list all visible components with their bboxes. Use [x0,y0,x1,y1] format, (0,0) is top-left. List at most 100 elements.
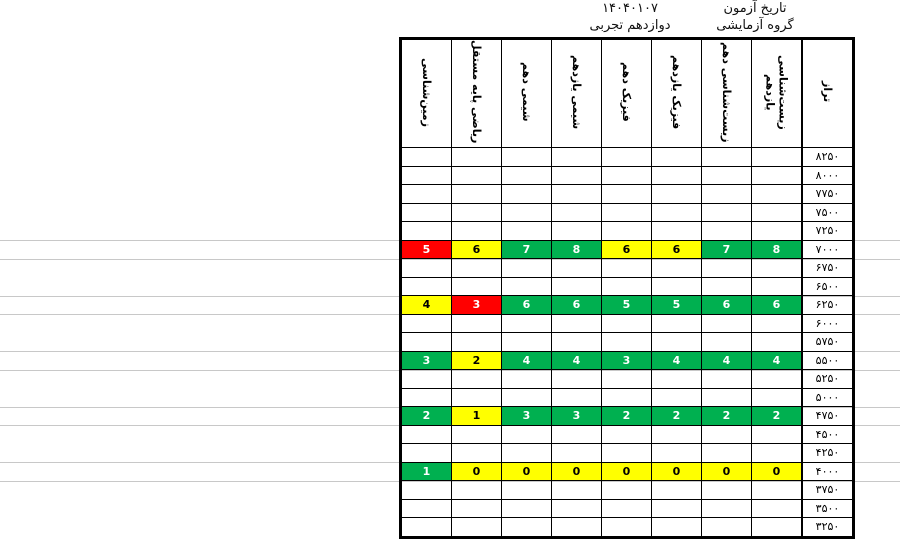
score-cell [701,184,752,204]
score-cell: 3 [501,406,552,426]
score-cell [651,498,702,518]
score-cell [501,165,552,185]
score-cell [701,258,752,278]
taraz-cell: ۴۰۰۰ [801,461,854,481]
score-cell [751,480,803,500]
score-cell [451,480,502,500]
score-cell [601,369,652,389]
column-header-label: تراز [821,81,834,103]
taraz-cell: ۷۷۵۰ [801,184,854,204]
score-cell [601,443,652,463]
score-cell [751,332,803,352]
score-cell [400,480,452,500]
score-cell [451,443,502,463]
score-cell [551,313,602,333]
column-header-label: فیزیک یازدهم [670,54,683,130]
score-cell [651,276,702,296]
taraz-cell: ۴۲۵۰ [801,443,854,463]
score-cell [551,387,602,407]
score-cell [601,332,652,352]
score-cell [400,498,452,518]
exam-info-labels: تاریخ آزمون گروه آزمایشی [700,0,810,34]
table-row: ۵۷۵۰ [400,332,854,352]
table-row: ۶۷۵۰ [400,258,854,278]
score-cell: 4 [651,350,702,370]
score-cell [501,147,552,167]
score-cell [601,221,652,241]
score-cell: 2 [400,406,452,426]
score-cell [601,147,652,167]
score-cell [751,443,803,463]
score-cell [551,184,602,204]
score-cell [551,165,602,185]
score-cell [451,184,502,204]
score-cell [651,202,702,222]
score-cell [451,165,502,185]
score-cell [501,258,552,278]
taraz-cell: ۶۲۵۰ [801,295,854,315]
score-cell [701,276,752,296]
score-cell [701,369,752,389]
table-row: ۳۵۰۰ [400,498,854,518]
score-cell [751,147,803,167]
column-header: زمین‌شناسی [400,38,452,148]
score-cell [601,165,652,185]
score-cell [501,184,552,204]
column-header: شیمی یازدهم [551,38,602,148]
score-cell [651,165,702,185]
score-cell [551,517,602,538]
score-cell [400,147,452,167]
score-cell [651,184,702,204]
score-cell [701,221,752,241]
score-cell [400,276,452,296]
taraz-cell: ۸۲۵۰ [801,147,854,167]
score-cell: 5 [400,239,452,259]
score-cell [601,313,652,333]
score-cell [400,202,452,222]
score-cell: 2 [751,406,803,426]
score-cell [651,443,702,463]
taraz-cell: ۷۲۵۰ [801,221,854,241]
score-cell [501,202,552,222]
score-cell [601,184,652,204]
score-cell [701,443,752,463]
score-cell [701,202,752,222]
score-cell: 3 [601,350,652,370]
score-cell [751,258,803,278]
score-cell: 4 [400,295,452,315]
score-cell [751,165,803,185]
table-row: ۵۲۵۰ [400,369,854,389]
taraz-cell: ۳۷۵۰ [801,480,854,500]
score-cell: 4 [701,350,752,370]
score-cell [751,221,803,241]
column-header-label: زیست‌شناسی دهم [720,41,733,143]
score-cell [751,498,803,518]
table-row: 3 2 4 4 3 4 4 4 ۵۵۰۰ [400,350,854,370]
score-cell [701,480,752,500]
table-row: 5 6 7 8 6 6 7 8 ۷۰۰۰ [400,239,854,259]
score-cell: 7 [501,239,552,259]
column-header-label: ریاضی پایه مستقل [470,40,483,144]
score-cell [451,147,502,167]
score-cell [651,313,702,333]
score-cell [501,369,552,389]
score-cell [651,424,702,444]
taraz-cell: ۸۰۰۰ [801,165,854,185]
score-cell [601,202,652,222]
score-cell [400,313,452,333]
taraz-cell: ۴۷۵۰ [801,406,854,426]
score-cell [400,184,452,204]
score-cell [701,147,752,167]
score-cell [551,498,602,518]
score-cell: 4 [751,350,803,370]
score-cell [551,147,602,167]
score-cell [751,276,803,296]
column-header-label: زمین‌شناسی [420,57,433,127]
score-cell [451,258,502,278]
table-row: ۶۰۰۰ [400,313,854,333]
taraz-cell: ۵۵۰۰ [801,350,854,370]
exam-date-label: تاریخ آزمون [723,1,787,16]
taraz-cell: ۳۲۵۰ [801,517,854,538]
score-cell: 3 [400,350,452,370]
score-cell [751,313,803,333]
